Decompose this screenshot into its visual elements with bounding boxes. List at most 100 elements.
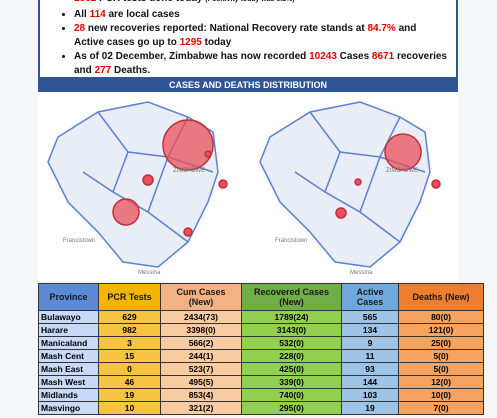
bullet-text: 114 bbox=[89, 8, 106, 20]
bullet-text: All bbox=[74, 8, 90, 20]
table-cell: Bulawayo bbox=[38, 310, 99, 324]
header-cell: Recovered Cases (New) bbox=[241, 283, 342, 311]
table-cell: 7(0) bbox=[398, 401, 484, 415]
bullet-text: As of 02 December, Zimbabwe has now reco… bbox=[74, 51, 310, 62]
table-cell: 2434(73) bbox=[160, 310, 242, 324]
table-cell: 9 bbox=[341, 336, 399, 350]
header-cell: Deaths (New) bbox=[398, 283, 484, 311]
table-cell: Masvingo bbox=[38, 401, 99, 415]
bullet-text: today bbox=[201, 36, 232, 48]
map-label: ZIMBABWE bbox=[173, 168, 205, 174]
table-cell: 0 bbox=[98, 362, 161, 376]
table-cell: 425(0) bbox=[241, 362, 342, 376]
table-cell: Mash West bbox=[38, 375, 99, 389]
table-cell: 3398(0) bbox=[160, 323, 242, 337]
table-cell: 982 bbox=[98, 323, 161, 337]
map-right bbox=[259, 101, 441, 268]
table-row: Bulawayo 629 2434(73) 1789(24) 565 80(0) bbox=[38, 310, 484, 324]
bullet-text: 1862 bbox=[74, 0, 96, 4]
table-cell: 1789(24) bbox=[241, 310, 342, 324]
table-row: Harare 982 3398(0) 3143(0) 134 121(0) bbox=[38, 323, 484, 337]
maps: ZIMBABWE Francistown Messina ZIMBABWE Fr… bbox=[38, 92, 458, 281]
table-cell: 321(2) bbox=[160, 401, 242, 415]
table-cell: 228(0) bbox=[241, 349, 342, 363]
bullet-text: 84.7% bbox=[367, 23, 396, 34]
table-cell: 80(0) bbox=[398, 310, 484, 324]
province-table: Province PCR Tests Cum Cases (New) Recovere… bbox=[38, 283, 484, 415]
bullet-text: 28 bbox=[74, 23, 86, 34]
bullet-list: 1862 PCR tests done today (Positivity to… bbox=[60, 0, 448, 77]
bullet: 28 new recoveries reported: National Rec… bbox=[74, 22, 448, 49]
table-row: Masvingo 10 321(2) 295(0) 19 7(0) bbox=[38, 401, 484, 415]
table-cell: 144 bbox=[341, 375, 399, 389]
table-cell: Midlands bbox=[38, 388, 99, 402]
map-label: Francistown bbox=[275, 238, 307, 244]
map-label: ZIMBABWE bbox=[386, 168, 418, 174]
bullet-text: (Positivity today was 6.1%) bbox=[205, 0, 294, 3]
bullet-text: are local cases bbox=[105, 8, 180, 20]
table-cell: 339(0) bbox=[241, 375, 342, 389]
bullet-text: PCR tests done today bbox=[96, 0, 205, 4]
table-cell: 740(0) bbox=[241, 388, 342, 402]
header-cell: PCR Tests bbox=[98, 283, 161, 311]
section-title: CASES AND DEATHS DISTRIBUTION bbox=[38, 79, 458, 92]
table-cell: 46 bbox=[98, 375, 161, 389]
bullet-text: Deaths. bbox=[111, 64, 151, 76]
table-cell: Harare bbox=[38, 323, 99, 337]
table-cell: 15 bbox=[98, 349, 161, 363]
table-cell: 532(0) bbox=[241, 336, 342, 350]
header-cell: Active Cases bbox=[341, 283, 399, 311]
bullet-text: new recoveries reported: National Recove… bbox=[85, 23, 368, 34]
table-cell: 10 bbox=[98, 401, 161, 415]
table-cell: 295(0) bbox=[241, 401, 342, 415]
table-cell: Mash East bbox=[38, 362, 99, 376]
table-cell: 853(4) bbox=[160, 388, 242, 402]
bullet-text: 277 bbox=[94, 64, 112, 76]
map-left bbox=[47, 101, 228, 268]
table-cell: 19 bbox=[98, 388, 161, 402]
table-cell: 10(0) bbox=[398, 388, 484, 402]
bullet-text: 8671 bbox=[371, 51, 395, 62]
bullet: 1862 PCR tests done today (Positivity to… bbox=[74, 0, 448, 7]
table-cell: 5(0) bbox=[398, 349, 484, 363]
table-row: Midlands 19 853(4) 740(0) 103 10(0) bbox=[38, 388, 484, 402]
table-cell: 5(0) bbox=[398, 362, 484, 376]
table-cell: Manicaland bbox=[38, 336, 99, 350]
table-cell: 134 bbox=[341, 323, 399, 337]
table-cell: 121(0) bbox=[398, 323, 484, 337]
table-cell: 19 bbox=[341, 401, 399, 415]
bullet: All 114 are local cases bbox=[74, 8, 448, 22]
table-cell: 3143(0) bbox=[241, 323, 342, 337]
table-cell: 25(0) bbox=[398, 336, 484, 350]
table-row: Mash East 0 523(7) 425(0) 93 5(0) bbox=[38, 362, 484, 376]
table-cell: Mash Cent bbox=[38, 349, 99, 363]
table-cell: 244(1) bbox=[160, 349, 242, 363]
header-row: Province PCR Tests Cum Cases (New) Recovere… bbox=[38, 283, 484, 311]
map-label: Francistown bbox=[63, 238, 95, 244]
bullet-text: 10243 bbox=[309, 51, 337, 62]
bullet-text: and Active cases go up to bbox=[74, 23, 417, 48]
table-cell: 523(7) bbox=[160, 362, 242, 376]
table-row: Mash West 46 495(5) 339(0) 144 12(0) bbox=[38, 375, 484, 389]
table-cell: 93 bbox=[341, 362, 399, 376]
summary-box: 1862 PCR tests done today (Positivity to… bbox=[38, 0, 458, 79]
table-cell: 629 bbox=[98, 310, 161, 324]
bullet: As of 02 December, Zimbabwe has now reco… bbox=[74, 50, 448, 77]
bullet-text: Cases bbox=[336, 51, 372, 62]
table-cell: 566(2) bbox=[160, 336, 242, 350]
table-cell: 495(5) bbox=[160, 375, 242, 389]
table-cell: 11 bbox=[341, 349, 399, 363]
bullet-text: 1295 bbox=[179, 36, 202, 48]
bullet-text: recoveries and bbox=[74, 51, 447, 76]
table-cell: 103 bbox=[341, 388, 399, 402]
map-label: Messina bbox=[350, 270, 373, 276]
table-cell: 3 bbox=[98, 336, 161, 350]
header-cell: Cum Cases (New) bbox=[160, 283, 242, 311]
table-cell: 12(0) bbox=[398, 375, 484, 389]
table-row: Mash Cent 15 244(1) 228(0) 11 5(0) bbox=[38, 349, 484, 363]
map-label: Messina bbox=[138, 270, 161, 276]
table-cell: 565 bbox=[341, 310, 399, 324]
header-cell: Province bbox=[38, 283, 99, 311]
table-row: Manicaland 3 566(2) 532(0) 9 25(0) bbox=[38, 336, 484, 350]
